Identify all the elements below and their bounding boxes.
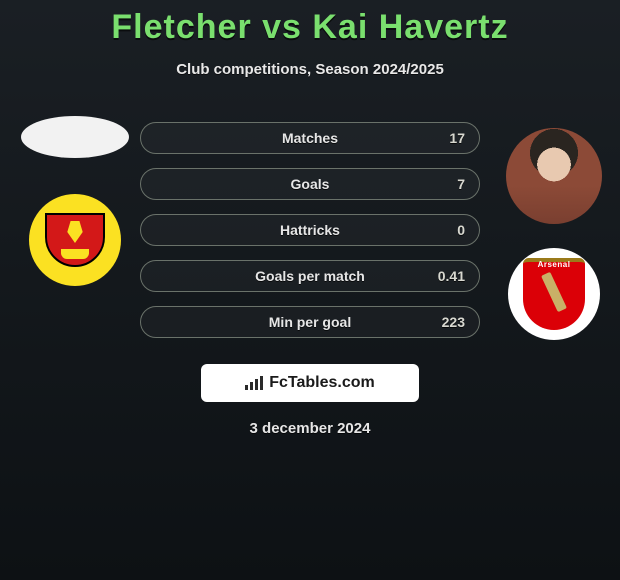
stat-value-right: 7 [457, 176, 465, 192]
stat-value-right: 17 [449, 130, 465, 146]
stats-table: Matches 17 Goals 7 Hattricks 0 Goals per… [140, 122, 480, 352]
stat-row-hattricks: Hattricks 0 [140, 214, 480, 246]
club-badge-left-ship-icon [61, 249, 89, 259]
stat-value-right: 0.41 [438, 268, 465, 284]
club-badge-right-shield: Arsenal [523, 258, 585, 330]
club-badge-right-text: Arsenal [523, 260, 585, 269]
player-photo-right [506, 128, 602, 224]
player-photo-left [21, 116, 129, 158]
club-badge-left-inner [45, 213, 105, 267]
stat-value-right: 223 [442, 314, 465, 330]
date-label: 3 december 2024 [0, 420, 620, 437]
site-name: FcTables.com [269, 374, 375, 392]
left-player-column [10, 116, 140, 286]
stat-label: Hattricks [280, 222, 340, 238]
header: Fletcher vs Kai Havertz [0, 0, 620, 47]
club-badge-right: Arsenal [508, 248, 600, 340]
stat-row-matches: Matches 17 [140, 122, 480, 154]
stat-value-right: 0 [457, 222, 465, 238]
stat-label: Goals per match [255, 268, 365, 284]
page-title: Fletcher vs Kai Havertz [0, 8, 620, 47]
club-badge-left [29, 194, 121, 286]
subtitle: Club competitions, Season 2024/2025 [0, 61, 620, 78]
stat-row-goals: Goals 7 [140, 168, 480, 200]
footer: FcTables.com 3 december 2024 [0, 352, 620, 437]
stat-row-goals-per-match: Goals per match 0.41 [140, 260, 480, 292]
site-branding: FcTables.com [201, 364, 419, 402]
stat-row-min-per-goal: Min per goal 223 [140, 306, 480, 338]
right-player-column: Arsenal [504, 128, 604, 340]
stat-label: Min per goal [269, 314, 351, 330]
bar-chart-icon [245, 376, 263, 390]
stat-label: Goals [291, 176, 330, 192]
stat-label: Matches [282, 130, 338, 146]
